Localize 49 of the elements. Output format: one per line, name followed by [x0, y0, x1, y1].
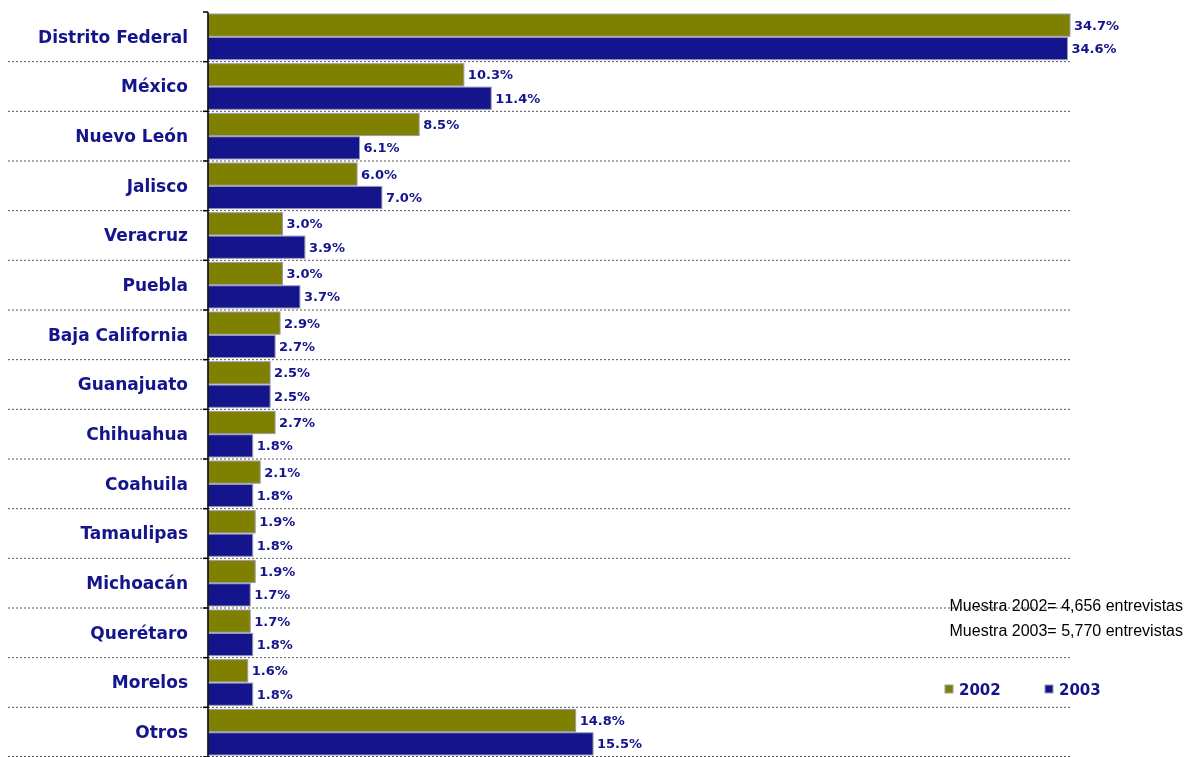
data-label: 8.5%	[423, 117, 460, 133]
data-label: 1.7%	[254, 587, 291, 603]
data-label: 2.7%	[279, 415, 316, 431]
data-label: 1.9%	[259, 514, 296, 530]
y-tick-label: Nuevo León	[75, 126, 188, 147]
annotation: Muestra 2002= 4,656 entrevistas	[949, 597, 1183, 614]
data-label: 34.6%	[1071, 41, 1117, 57]
data-label: 6.0%	[361, 166, 398, 182]
data-label: 34.7%	[1074, 17, 1120, 33]
data-label: 1.8%	[256, 637, 293, 653]
y-tick-label: México	[121, 76, 188, 97]
y-tick-label: Baja California	[47, 324, 188, 345]
y-tick-label: Puebla	[122, 275, 188, 296]
y-tick-label: Tamaulipas	[80, 523, 188, 544]
data-label: 15.5%	[597, 736, 643, 752]
annotation: Muestra 2003= 5,770 entrevistas	[949, 622, 1183, 639]
data-label: 1.8%	[256, 438, 293, 454]
data-label: 3.9%	[308, 239, 345, 255]
y-tick-label: Michoacán	[86, 573, 188, 594]
data-label: 10.3%	[467, 67, 513, 83]
y-tick-label: Distrito Federal	[38, 26, 188, 47]
y-tick-label: Guanajuato	[77, 374, 188, 395]
data-label: 2.9%	[284, 315, 321, 331]
data-label: 1.7%	[254, 613, 291, 629]
data-label: 3.7%	[303, 289, 340, 305]
data-label: 2.7%	[279, 339, 316, 355]
data-label: 2.5%	[274, 388, 311, 404]
legend-label: 2003	[1059, 681, 1101, 700]
data-label: 14.8%	[579, 713, 625, 729]
data-label: 3.0%	[286, 266, 323, 282]
data-label: 1.8%	[256, 537, 293, 553]
data-label: 1.8%	[256, 488, 293, 504]
data-label: 2.5%	[274, 365, 311, 381]
legend-label: 2002	[959, 681, 1001, 700]
data-label: 11.4%	[495, 90, 541, 106]
data-label: 1.6%	[251, 663, 288, 679]
y-tick-label: Otros	[135, 722, 188, 743]
y-tick-label: Chihuahua	[86, 424, 188, 445]
y-tick-label: Coahuila	[105, 473, 188, 494]
data-label: 1.8%	[256, 686, 293, 702]
y-tick-label: Jalisco	[125, 175, 188, 196]
data-label: 2.1%	[264, 464, 301, 480]
y-tick-label: Veracruz	[103, 225, 189, 246]
y-tick-label: Querétaro	[90, 622, 188, 643]
y-tick-label: Morelos	[111, 672, 188, 693]
data-label: 7.0%	[385, 190, 422, 206]
data-label: 1.9%	[259, 564, 296, 580]
data-label: 3.0%	[286, 216, 323, 232]
data-label: 6.1%	[363, 140, 400, 156]
